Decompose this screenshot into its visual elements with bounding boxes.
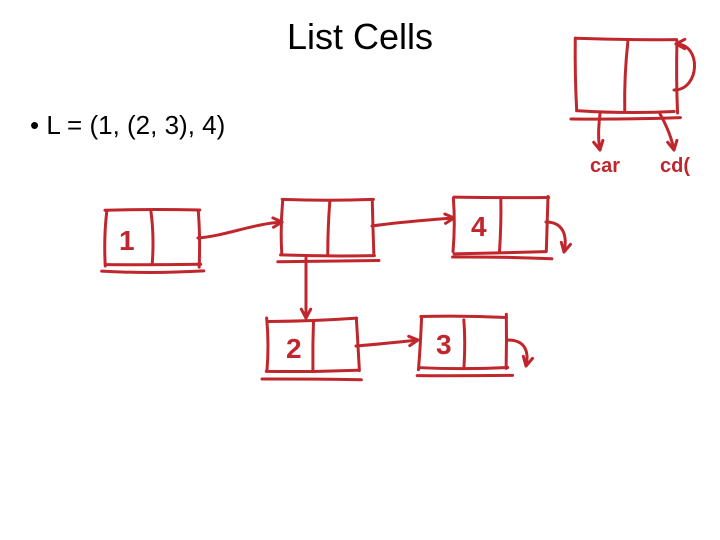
annotation: cd( [660, 155, 690, 177]
arrow [198, 222, 282, 238]
arrow [599, 114, 601, 150]
cell-label: 2 [286, 333, 302, 364]
cell-label: 3 [436, 329, 452, 360]
cell-label: 4 [471, 211, 487, 242]
cell-label: 1 [119, 225, 135, 256]
arrow [372, 218, 454, 226]
list-cells-diagram: 1 4 2 3 car cd( [0, 0, 720, 540]
annotation: car [590, 155, 620, 177]
